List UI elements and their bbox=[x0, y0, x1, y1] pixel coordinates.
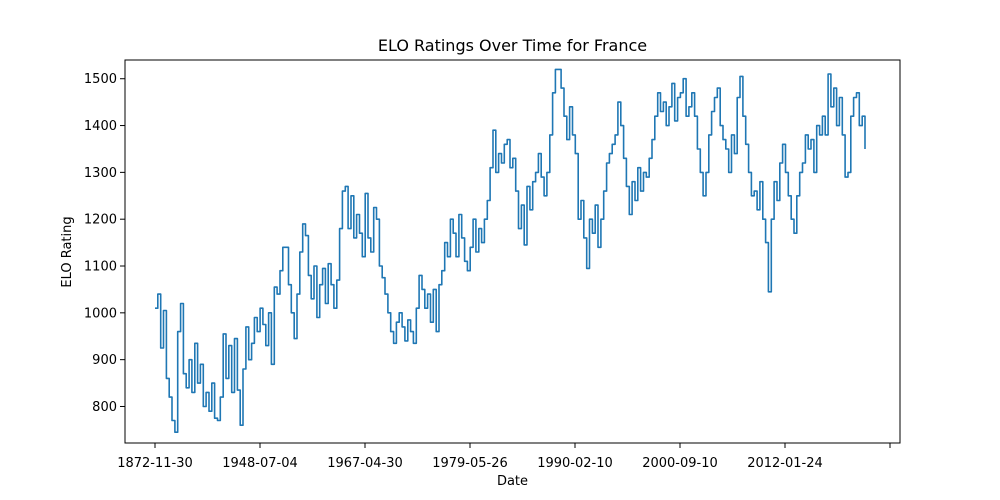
plot-area bbox=[155, 68, 866, 433]
y-tick-label: 900 bbox=[92, 353, 117, 368]
series-line bbox=[155, 68, 866, 433]
y-tick-label: 1300 bbox=[84, 166, 117, 181]
x-axis-label: Date bbox=[497, 474, 528, 489]
y-axis: 800 900 1000 1100 1200 1300 1400 1500 bbox=[84, 72, 125, 415]
x-tick-label: 2012-01-24 bbox=[747, 456, 823, 471]
y-axis-label: ELO Rating bbox=[60, 216, 75, 287]
chart-title: ELO Ratings Over Time for France bbox=[378, 36, 647, 55]
y-tick-label: 1100 bbox=[84, 260, 117, 275]
x-tick-label: 1990-02-10 bbox=[537, 456, 613, 471]
x-tick-label: 1967-04-30 bbox=[327, 456, 403, 471]
y-tick-label: 800 bbox=[92, 400, 117, 415]
y-tick-label: 1500 bbox=[84, 72, 117, 87]
y-tick-label: 1400 bbox=[84, 119, 117, 134]
x-tick-label: 1948-07-04 bbox=[222, 456, 298, 471]
x-tick-label: 1979-05-26 bbox=[432, 456, 508, 471]
x-tick-label: 1872-11-30 bbox=[117, 456, 193, 471]
y-tick-label: 1200 bbox=[84, 213, 117, 228]
plot-frame bbox=[124, 59, 901, 444]
x-axis: 1872-11-30 1948-07-04 1967-04-30 1979-05-26… bbox=[117, 443, 891, 471]
x-tick-label: 2000-09-10 bbox=[642, 456, 718, 471]
y-tick-label: 1000 bbox=[84, 306, 117, 321]
